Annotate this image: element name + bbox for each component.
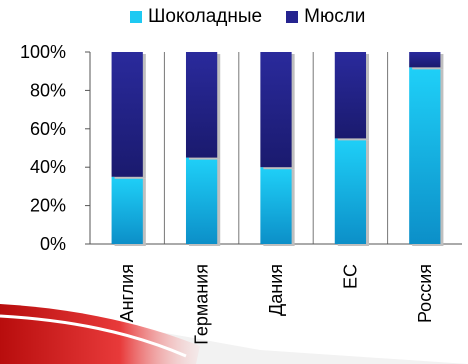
legend: Шоколадные Мюсли	[130, 6, 365, 28]
bar-segment	[260, 52, 292, 168]
y-tick-label: 0%	[40, 234, 66, 254]
y-tick-label: 40%	[30, 157, 66, 177]
y-tick-label: 80%	[30, 80, 66, 100]
decorative-ribbon	[0, 304, 468, 364]
bar-segment	[409, 52, 441, 68]
y-tick-label: 60%	[30, 119, 66, 139]
x-category-label: ЕС	[340, 264, 360, 289]
bar-segment	[334, 52, 367, 139]
bar-segment	[260, 167, 292, 244]
legend-label-chocolate: Шоколадные	[148, 6, 263, 27]
legend-item-chocolate: Шоколадные	[130, 6, 262, 28]
bar-segment	[111, 52, 143, 177]
x-category-label: Англия	[117, 264, 137, 322]
y-tick-label: 20%	[30, 196, 66, 216]
legend-label-muesli: Мюсли	[304, 6, 366, 27]
legend-swatch-muesli	[286, 11, 299, 23]
y-tick-label: 100%	[20, 42, 66, 62]
x-category-label: Дания	[266, 264, 286, 316]
x-category-label: Германия	[192, 264, 212, 345]
x-category-label: Россия	[415, 264, 435, 323]
bar-segment	[334, 138, 367, 244]
bar-segment	[409, 67, 441, 244]
legend-item-muesli: Мюсли	[286, 6, 365, 28]
legend-swatch-chocolate	[130, 11, 142, 23]
bar-segment	[111, 176, 143, 244]
bar-segment	[185, 157, 218, 244]
bar-segment	[185, 52, 218, 158]
